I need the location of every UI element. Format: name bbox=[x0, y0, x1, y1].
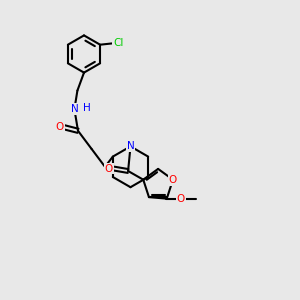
Text: O: O bbox=[104, 164, 113, 174]
Text: O: O bbox=[177, 194, 185, 204]
Text: H: H bbox=[83, 103, 91, 113]
Text: O: O bbox=[56, 122, 64, 132]
Text: Cl: Cl bbox=[113, 38, 123, 48]
Text: N: N bbox=[70, 104, 78, 114]
Text: N: N bbox=[127, 141, 134, 152]
Text: O: O bbox=[169, 175, 177, 185]
